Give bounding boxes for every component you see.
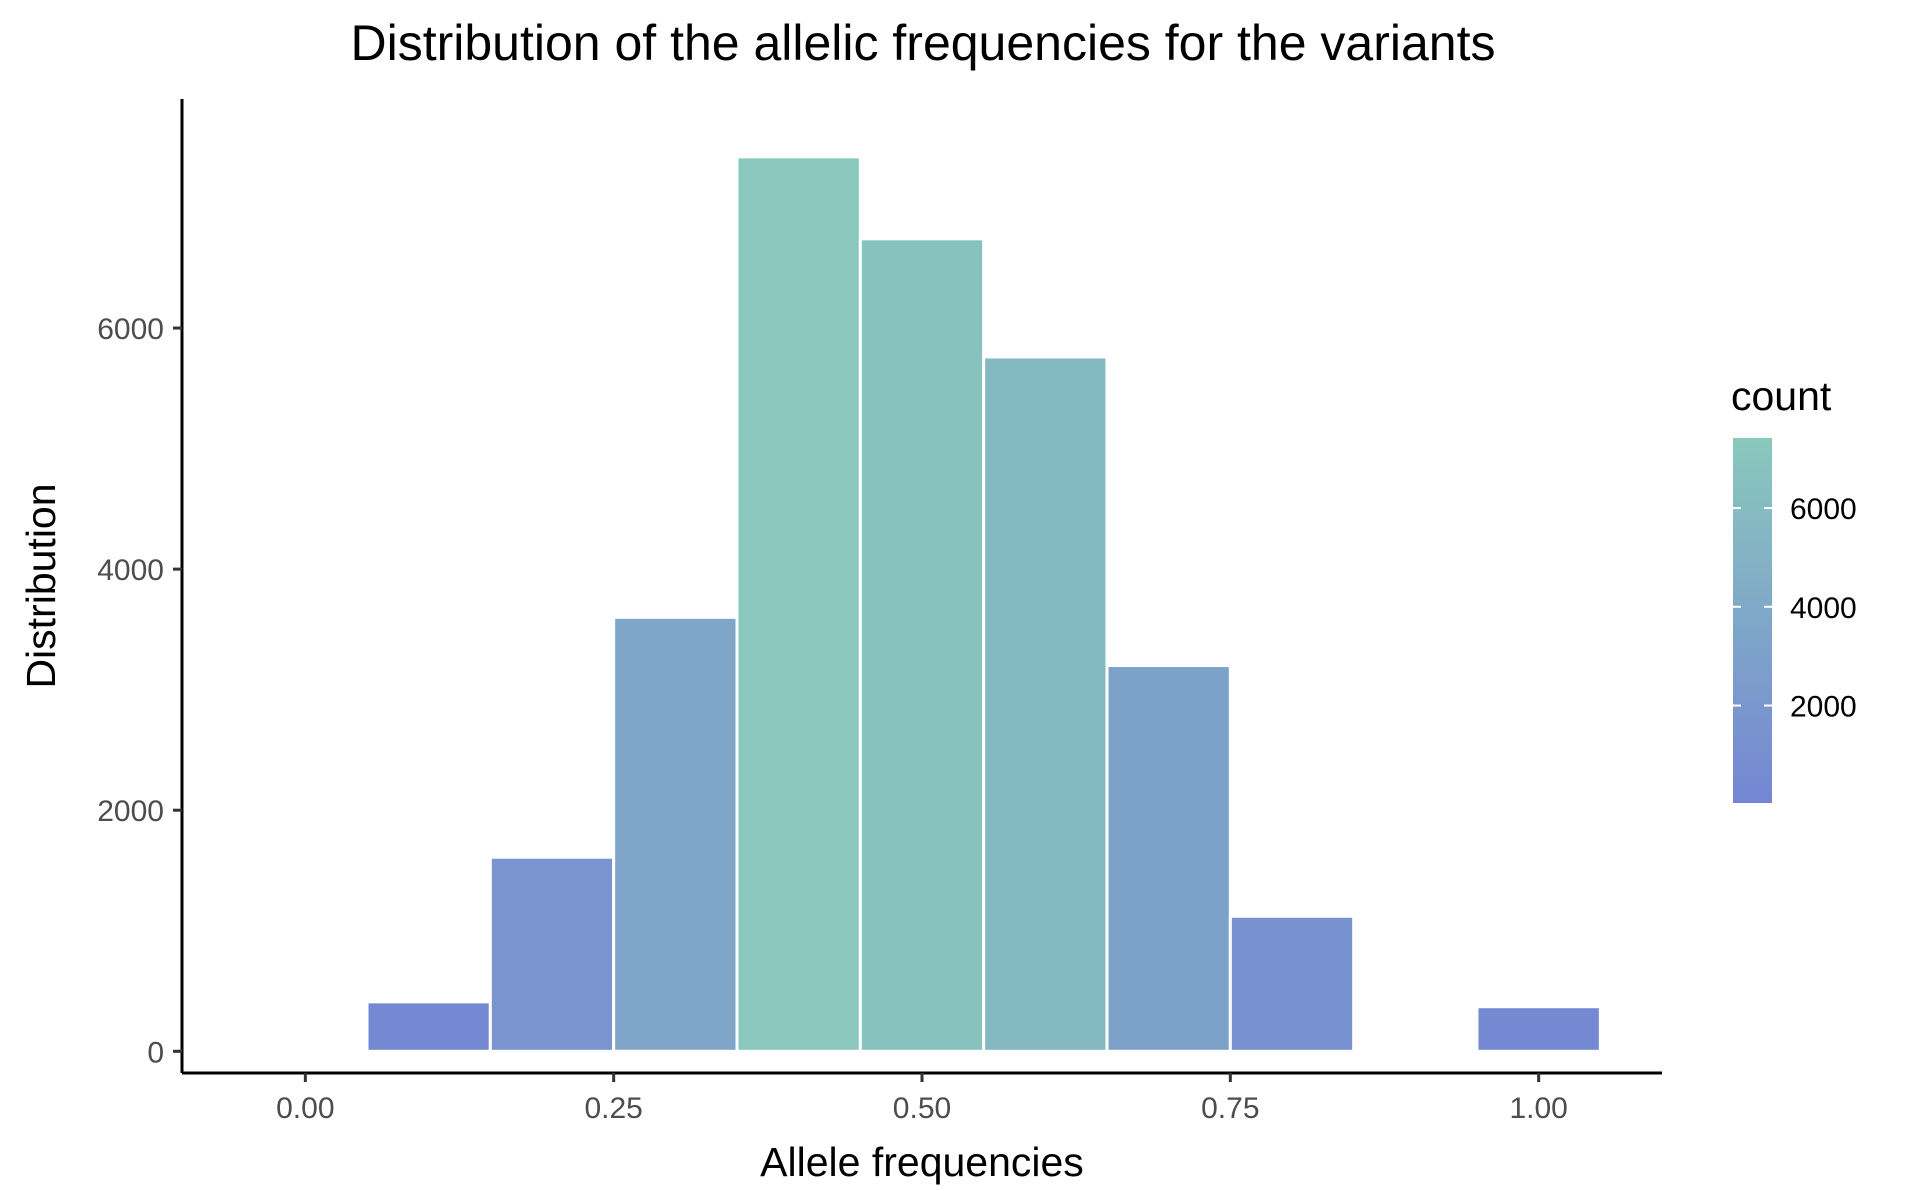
x-axis-title: Allele frequencies [760, 1139, 1084, 1185]
x-tick-label: 1.00 [1509, 1092, 1567, 1125]
x-tick-label: 0.00 [276, 1092, 334, 1125]
y-tick-label: 4000 [97, 554, 164, 587]
legend: count 2000 4000 6000 [1731, 373, 1857, 803]
chart-title: Distribution of the allelic frequencies … [350, 15, 1495, 71]
bar-0 [242, 1046, 369, 1053]
bar-8 [1228, 914, 1356, 1053]
y-axis-title: Distribution [18, 483, 64, 688]
y-tick-label: 6000 [97, 313, 164, 346]
x-tick-label: 0.75 [1201, 1092, 1259, 1125]
y-tick-label: 2000 [97, 795, 164, 828]
bar-9 [1475, 1005, 1602, 1053]
legend-tick-label: 4000 [1790, 592, 1857, 625]
legend-ticks-group: 2000 4000 6000 [1733, 493, 1857, 724]
bar-6 [982, 355, 1109, 1053]
y-ticks-group: 0 2000 4000 6000 [97, 313, 182, 1069]
bars-group [242, 155, 1602, 1053]
x-ticks-group: 0.00 0.25 0.50 0.75 1.00 [276, 1073, 1568, 1125]
bar-2 [488, 855, 616, 1053]
bar-3 [612, 615, 739, 1053]
x-tick-label: 0.25 [584, 1092, 642, 1125]
bar-5 [858, 237, 986, 1053]
x-tick-label: 0.50 [893, 1092, 951, 1125]
legend-colorbar [1733, 438, 1772, 803]
legend-tick-label: 2000 [1790, 691, 1857, 724]
bar-1 [365, 1000, 492, 1053]
legend-tick-label: 6000 [1790, 493, 1857, 526]
bar-4 [735, 155, 862, 1053]
legend-title: count [1731, 373, 1832, 419]
y-tick-label: 0 [147, 1036, 164, 1069]
bar-7 [1105, 664, 1232, 1053]
